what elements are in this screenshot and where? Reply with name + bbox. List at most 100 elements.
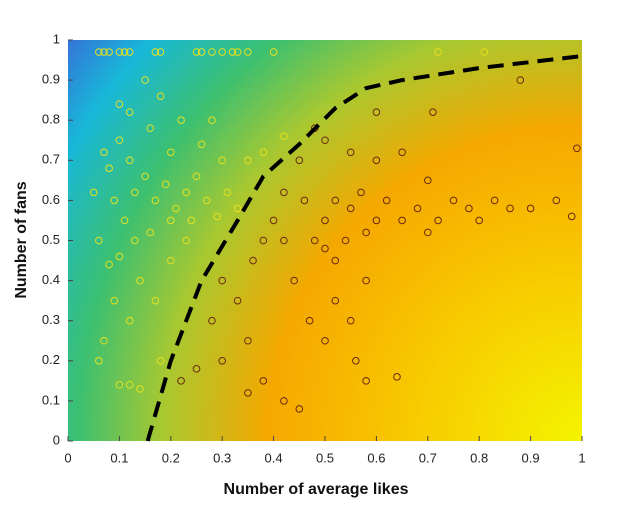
point	[244, 156, 252, 165]
point	[141, 76, 149, 84]
point	[490, 196, 499, 205]
point	[115, 136, 124, 145]
x-tick-label: 0	[64, 450, 71, 465]
point	[290, 276, 298, 285]
point	[362, 377, 370, 385]
x-tick-label: 0.6	[367, 450, 385, 465]
point	[573, 144, 581, 153]
point	[95, 48, 103, 56]
y-tick-label: 1	[53, 31, 60, 46]
x-tick-label: 0.3	[213, 450, 231, 465]
point	[182, 188, 191, 197]
point	[305, 316, 314, 325]
point	[398, 148, 406, 157]
point	[552, 196, 561, 205]
y-tick-label: 0.1	[42, 392, 60, 407]
point	[233, 204, 242, 213]
decision-boundary	[145, 54, 583, 442]
point	[125, 108, 134, 116]
point	[161, 180, 170, 189]
point	[182, 236, 191, 245]
point	[105, 260, 113, 269]
point	[141, 172, 149, 181]
point	[413, 204, 422, 213]
point	[115, 48, 124, 56]
point	[352, 357, 360, 365]
point	[567, 212, 576, 221]
y-tick-label: 0.4	[42, 272, 60, 287]
point	[341, 236, 350, 245]
point	[218, 357, 226, 365]
point	[110, 296, 119, 305]
point	[208, 116, 216, 124]
point	[434, 216, 442, 225]
point	[208, 316, 216, 325]
x-tick-label: 0.9	[522, 450, 540, 465]
point	[244, 48, 252, 56]
y-tick-label: 0.6	[42, 192, 60, 207]
x-tick-label: 0.7	[419, 450, 437, 465]
point	[172, 204, 180, 213]
x-tick-label: 0.1	[110, 450, 128, 465]
point	[156, 357, 165, 365]
point	[197, 48, 206, 56]
point	[120, 48, 129, 56]
point	[115, 252, 124, 261]
point	[100, 148, 108, 157]
point	[192, 365, 201, 373]
point	[269, 48, 278, 56]
point	[115, 100, 124, 108]
point	[125, 316, 134, 325]
y-tick-label: 0.5	[42, 232, 60, 247]
point	[280, 132, 288, 141]
point	[429, 108, 437, 116]
point	[424, 228, 432, 237]
point	[346, 148, 355, 157]
point	[249, 256, 257, 265]
point	[202, 196, 211, 205]
point	[131, 188, 139, 197]
point	[393, 373, 401, 381]
point	[218, 156, 226, 165]
point	[321, 136, 329, 145]
point	[259, 236, 268, 245]
point	[321, 336, 329, 345]
point	[115, 381, 124, 389]
point	[321, 244, 329, 253]
point	[480, 48, 489, 56]
point	[357, 188, 365, 197]
y-tick-label: 0.3	[42, 312, 60, 327]
point	[244, 389, 252, 397]
point	[156, 48, 165, 56]
point	[449, 196, 458, 205]
point	[146, 228, 155, 237]
point	[120, 216, 129, 225]
point	[192, 48, 201, 56]
y-tick-label: 0.7	[42, 152, 60, 167]
point	[100, 336, 108, 345]
point	[125, 48, 134, 56]
point	[192, 172, 201, 181]
point	[331, 296, 340, 305]
point	[151, 196, 160, 205]
point	[95, 236, 103, 245]
point	[362, 228, 370, 237]
point	[151, 48, 160, 56]
point	[346, 316, 355, 325]
point	[372, 108, 381, 116]
point	[331, 256, 340, 265]
point	[136, 276, 144, 285]
point	[177, 377, 185, 385]
point	[506, 204, 514, 213]
x-tick-label: 1	[578, 450, 585, 465]
point	[362, 276, 370, 285]
point	[321, 216, 329, 225]
point	[295, 156, 304, 165]
point	[197, 140, 206, 149]
point	[372, 156, 381, 165]
point	[295, 405, 304, 413]
plot-background	[68, 40, 582, 441]
point	[89, 188, 98, 197]
point	[146, 124, 155, 133]
